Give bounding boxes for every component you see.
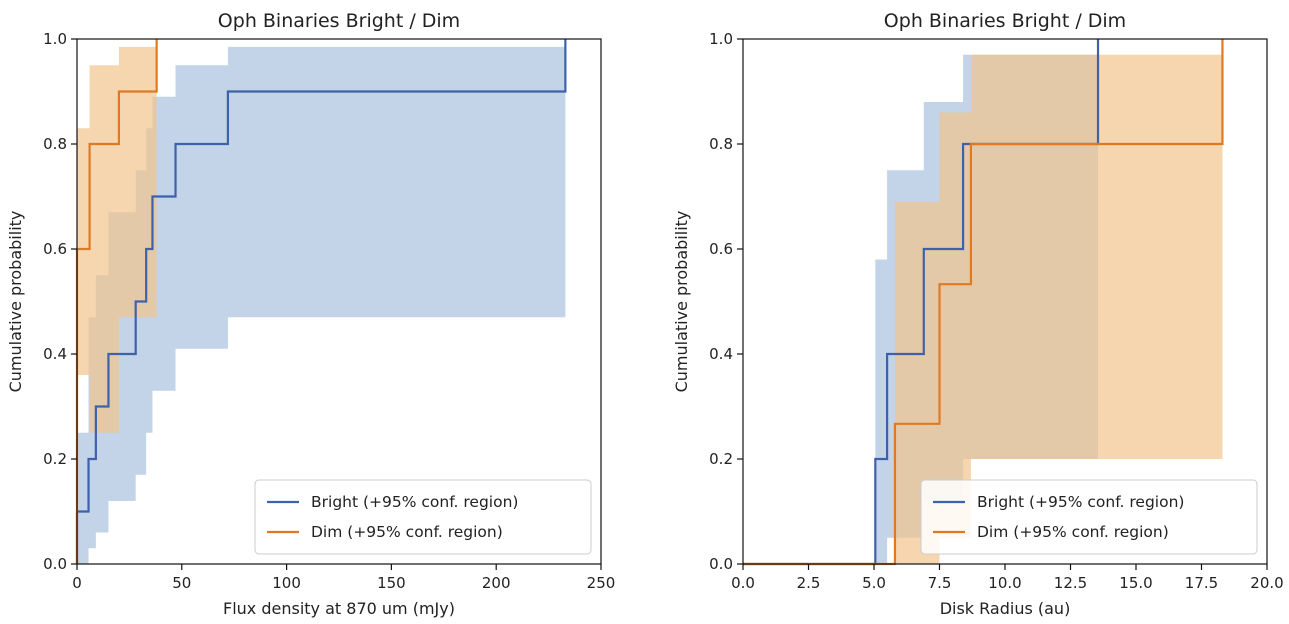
step-line-bright [77,39,567,513]
legend-label-bright: Bright (+95% conf. region) [311,493,518,511]
step-line-dim [743,39,1224,566]
legend-box [254,479,592,555]
legend-label-dim: Dim (+95% conf. region) [311,523,503,541]
x-tick-label: 50 [172,574,191,592]
y-tick-label: 0.6 [43,240,67,258]
x-tick-label: 0.0 [731,574,755,592]
legend: Bright (+95% conf. region) Dim (+95% conf… [920,479,1258,555]
x-tick-label: 200 [482,574,511,592]
y-tick-label: 1.0 [43,30,67,48]
step-line-dim [77,39,158,251]
y-tick-label: 0.6 [709,240,733,258]
x-tick-label: 7.5 [928,574,952,592]
y-axis-label: Cumulative probability [672,211,691,393]
y-tick-label: 0.2 [43,450,67,468]
conf-band-dim [743,54,1223,564]
x-tick-label: 17.5 [1185,574,1218,592]
x-axis-label: Flux density at 870 um (mJy) [223,599,455,618]
legend: Bright (+95% conf. region) Dim (+95% conf… [254,479,592,555]
x-tick-label: 0 [72,574,82,592]
y-tick-label: 0.4 [709,345,733,363]
y-tick-label: 0.0 [43,555,67,573]
conf-band-bright [77,46,566,564]
x-tick-label: 100 [272,574,301,592]
x-tick-label: 12.5 [1054,574,1087,592]
legend-label-bright: Bright (+95% conf. region) [977,493,1184,511]
y-tick-label: 1.0 [709,30,733,48]
x-tick-label: 10.0 [988,574,1021,592]
axes-frame [76,38,602,565]
y-tick-label: 0.8 [709,135,733,153]
chart-disk-radius: 0.0 2.5 5.0 7.5 10.0 12.5 15.0 17.5 20.0 0.0 0.2 0.… [672,10,1284,618]
y-tick-label: 0.2 [709,450,733,468]
y-tick-label: 0.8 [43,135,67,153]
chart-flux-density: 0 50 100 150 200 250 0.0 0.2 0.4 0.6 0.8 1.0 Oph Bin… [6,10,615,618]
x-tick-label: 2.5 [797,574,821,592]
x-tick-label: 150 [377,574,406,592]
x-axis-label: Disk Radius (au) [940,599,1071,618]
y-tick-label: 0.0 [709,555,733,573]
x-tick-label: 15.0 [1119,574,1152,592]
x-tick-label: 5.0 [862,574,886,592]
legend-label-dim: Dim (+95% conf. region) [977,523,1169,541]
x-tick-label: 20.0 [1250,574,1283,592]
y-tick-label: 0.4 [43,345,67,363]
x-tick-label: 250 [587,574,616,592]
legend-box [920,479,1258,555]
chart-title: Oph Binaries Bright / Dim [218,10,460,32]
chart-title: Oph Binaries Bright / Dim [884,10,1126,32]
y-axis-label: Cumulative probability [6,211,25,393]
